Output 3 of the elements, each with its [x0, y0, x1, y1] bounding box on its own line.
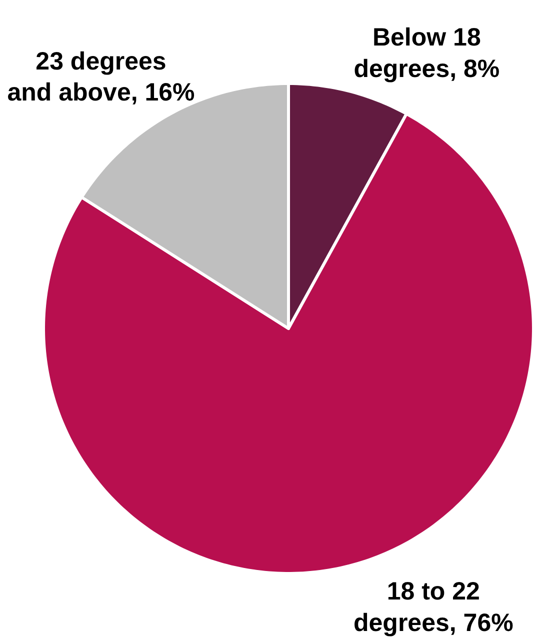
slice-label: Below 18 degrees, 8% — [354, 24, 500, 83]
slice-label: 18 to 22 degrees, 76% — [354, 577, 514, 637]
slice-label: 23 degrees and above, 16% — [7, 47, 195, 107]
